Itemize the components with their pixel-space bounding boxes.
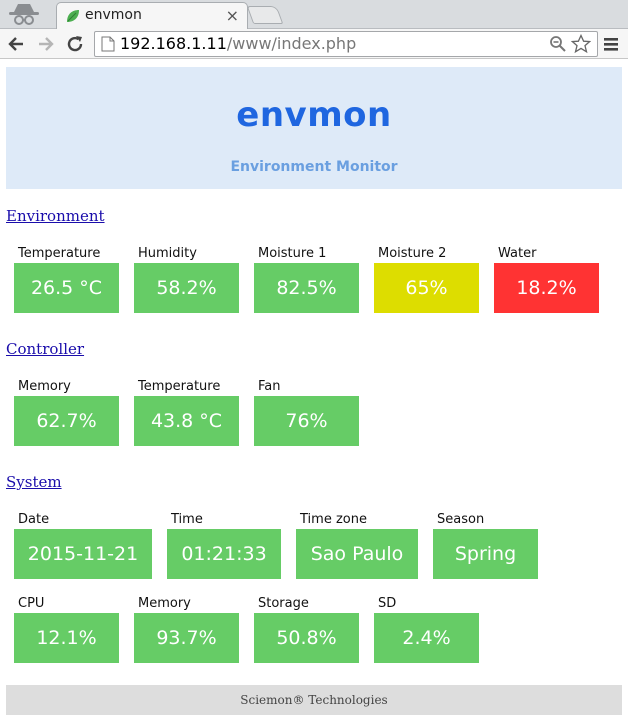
tile-value: 2015-11-21 xyxy=(14,529,152,579)
url-host: 192.168.1.11 xyxy=(120,34,227,53)
tile-label: Temperature xyxy=(18,246,101,261)
tile-value: 26.5 °C xyxy=(14,263,119,313)
tile-label: Storage xyxy=(258,596,309,611)
forward-arrow-icon[interactable] xyxy=(36,34,56,54)
tile-value: 2.4% xyxy=(374,613,479,663)
page-footer: Sciemon® Technologies xyxy=(6,685,622,715)
tile-value: 43.8 °C xyxy=(134,396,239,446)
tile-value: 82.5% xyxy=(254,263,359,313)
footer-text: Sciemon® Technologies xyxy=(240,693,388,707)
tile-label: CPU xyxy=(18,596,45,611)
address-bar[interactable]: 192.168.1.11/www/index.php xyxy=(94,31,598,57)
site-title: envmon xyxy=(236,95,392,135)
tile-label: Memory xyxy=(138,596,191,611)
zoom-out-icon[interactable] xyxy=(549,35,567,53)
tile-label: Date xyxy=(18,512,50,527)
tile-value: 62.7% xyxy=(14,396,119,446)
tile-value: Spring xyxy=(433,529,538,579)
close-tab-icon[interactable]: × xyxy=(225,6,239,25)
bookmark-star-icon[interactable] xyxy=(571,34,591,54)
tile-label: Humidity xyxy=(138,246,197,261)
tile-label: Temperature xyxy=(138,379,221,394)
tile-value: 50.8% xyxy=(254,613,359,663)
incognito-icon xyxy=(9,4,39,25)
tile-value: 12.1% xyxy=(14,613,119,663)
tile-label: Season xyxy=(437,512,485,527)
tile-label: Time xyxy=(171,512,203,527)
tile-value: 58.2% xyxy=(134,263,239,313)
tile-value: Sao Paulo xyxy=(296,529,418,579)
tile-label: SD xyxy=(378,596,397,611)
tile-label: Water xyxy=(498,246,537,261)
tile-label: Moisture 1 xyxy=(258,246,327,261)
tile-value: 01:21:33 xyxy=(167,529,281,579)
page-icon xyxy=(101,36,115,52)
section-link-controller[interactable]: Controller xyxy=(6,340,85,358)
url-path: /www/index.php xyxy=(226,34,357,53)
tile-value: 18.2% xyxy=(494,263,599,313)
tile-label: Fan xyxy=(258,379,281,394)
leaf-icon xyxy=(67,10,79,22)
new-tab-button[interactable] xyxy=(246,6,284,24)
tile-value: 93.7% xyxy=(134,613,239,663)
tile-label: Time zone xyxy=(300,512,367,527)
site-subtitle: Environment Monitor xyxy=(230,159,398,175)
menu-icon[interactable] xyxy=(602,35,620,53)
section-link-system[interactable]: System xyxy=(6,473,62,491)
browser-toolbar: 192.168.1.11/www/index.php xyxy=(0,29,628,59)
browser-tab[interactable]: envmon × xyxy=(56,2,248,29)
tab-title: envmon xyxy=(85,7,142,23)
page-header: envmon Environment Monitor xyxy=(6,67,622,189)
reload-icon[interactable] xyxy=(65,34,85,54)
section-link-environment[interactable]: Environment xyxy=(6,207,105,225)
url-text: 192.168.1.11/www/index.php xyxy=(120,34,356,53)
tile-label: Memory xyxy=(18,379,71,394)
tile-value: 76% xyxy=(254,396,359,446)
page-viewport: envmon Environment Monitor Environment T… xyxy=(0,59,628,721)
tile-value: 65% xyxy=(374,263,479,313)
tile-label: Moisture 2 xyxy=(378,246,447,261)
back-arrow-icon[interactable] xyxy=(6,34,26,54)
tab-strip: envmon × xyxy=(0,0,628,29)
